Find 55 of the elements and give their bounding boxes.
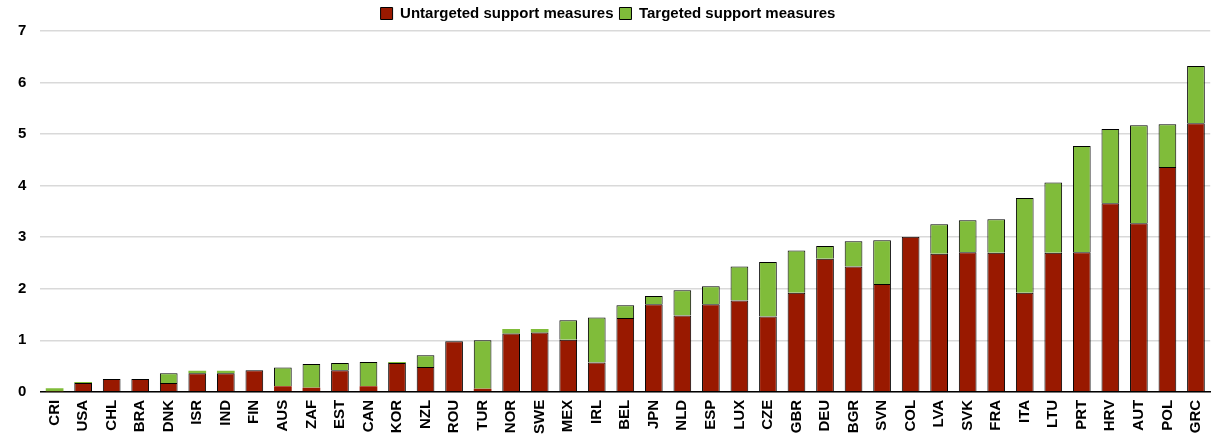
y-tick-label: 6	[18, 72, 27, 90]
x-tick-label: CRI	[44, 399, 62, 426]
x-tick-label: AUS	[273, 399, 291, 432]
x-tick-label: IRL	[586, 399, 604, 424]
bar	[530, 328, 549, 333]
x-tick-label: BRA	[130, 399, 148, 433]
x-tick-label: PRT	[1071, 399, 1089, 430]
x-tick-label: LUX	[729, 399, 747, 430]
x-tick-label: USA	[73, 399, 91, 432]
x-tick-label: ISR	[187, 399, 205, 425]
x-tick-label: KOR	[387, 399, 405, 434]
x-tick-label: DNK	[158, 399, 176, 433]
x-tick-label: POL	[1157, 399, 1175, 431]
x-tick-label: EST	[330, 399, 348, 430]
x-tick-label: SVK	[957, 399, 975, 431]
y-tick-label: 2	[18, 278, 27, 296]
x-tick-label: CAN	[358, 399, 376, 433]
x-tick-label: BGR	[843, 399, 861, 434]
y-tick-label: 0	[18, 381, 27, 399]
bar	[359, 386, 378, 392]
x-tick-label: IND	[215, 399, 233, 426]
x-tick-label: SWE	[529, 399, 547, 434]
x-tick-label: CHL	[101, 399, 119, 431]
x-tick-label: CZE	[758, 399, 776, 430]
legend-label: Targeted support measures	[638, 3, 836, 21]
y-tick-label: 1	[18, 330, 27, 348]
x-tick-label: NOR	[501, 399, 519, 434]
y-tick-label: 5	[18, 124, 27, 142]
x-tick-label: LTU	[1043, 399, 1061, 428]
x-tick-label: LVA	[929, 399, 947, 428]
x-tick-label: MEX	[558, 399, 576, 433]
x-tick-label: HRV	[1100, 399, 1118, 432]
x-tick-label: GBR	[786, 399, 804, 434]
x-tick-label: GRC	[1186, 399, 1204, 434]
x-tick-label: ROU	[444, 399, 462, 434]
x-tick-label: JPN	[643, 399, 661, 430]
x-tick-label: ZAF	[301, 399, 319, 429]
x-tick-label: NLD	[672, 399, 690, 431]
x-tick-label: DEU	[815, 399, 833, 432]
x-tick-label: FIN	[244, 399, 262, 424]
bar	[274, 386, 292, 392]
bar	[502, 328, 520, 334]
x-tick-label: NZL	[415, 399, 433, 429]
y-tick-label: 7	[18, 21, 27, 39]
x-tick-label: COL	[900, 399, 918, 432]
y-tick-label: 3	[18, 227, 27, 245]
x-tick-label: TUR	[472, 399, 490, 431]
x-tick-label: ITA	[1014, 399, 1032, 423]
x-tick-label: SVN	[872, 399, 890, 431]
x-tick-label: FRA	[986, 399, 1004, 431]
x-tick-label: BEL	[615, 399, 633, 430]
x-tick-label: ESP	[701, 399, 719, 430]
x-tick-label: AUT	[1129, 399, 1147, 431]
y-tick-label: 4	[18, 175, 27, 193]
legend-label: Untargeted support measures	[400, 3, 614, 21]
